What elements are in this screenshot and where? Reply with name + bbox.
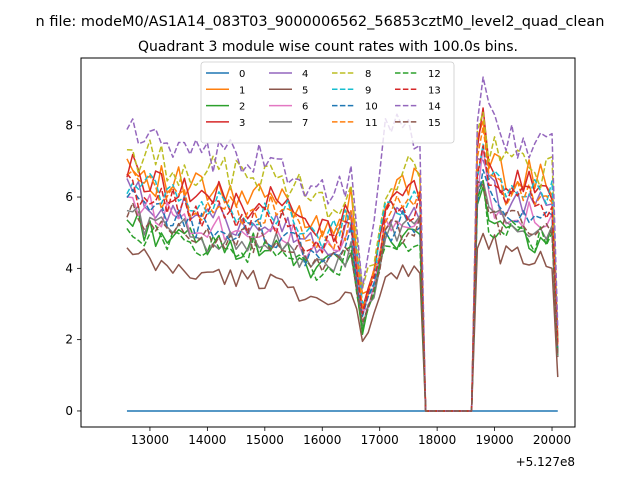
- y-tick-label: 6: [65, 190, 73, 204]
- y-axis: 0 2 4 6 8: [65, 119, 81, 418]
- legend-label-12: 12: [428, 69, 441, 80]
- series-line-12: [126, 179, 559, 412]
- legend-label-7: 7: [302, 118, 308, 129]
- plot-lines: [126, 76, 559, 412]
- y-tick-label: 0: [65, 404, 73, 418]
- legend-label-11: 11: [365, 118, 378, 129]
- series-line-11: [126, 126, 559, 412]
- series-line-13: [126, 145, 559, 412]
- x-tick-label: 16000: [303, 433, 341, 447]
- x-tick-label: 17000: [361, 433, 399, 447]
- x-tick-label: 14000: [188, 433, 226, 447]
- y-tick-label: 2: [65, 333, 73, 347]
- legend-label-4: 4: [302, 69, 308, 80]
- legend-label-0: 0: [239, 69, 245, 80]
- series-line-15: [126, 180, 559, 412]
- x-offset-label: +5.127e8: [516, 455, 575, 469]
- axes-frame: [80, 57, 576, 428]
- legend-label-10: 10: [365, 102, 378, 113]
- legend-label-13: 13: [428, 85, 441, 96]
- legend-label-5: 5: [302, 85, 308, 96]
- series-line-5: [126, 232, 559, 412]
- legend-label-2: 2: [239, 102, 245, 113]
- legend-label-3: 3: [239, 118, 245, 129]
- y-tick-label: 8: [65, 119, 73, 133]
- x-tick-label: 19000: [475, 433, 513, 447]
- x-tick-label: 15000: [246, 433, 284, 447]
- legend-label-8: 8: [365, 69, 371, 80]
- series-line-14: [126, 76, 559, 412]
- y-tick-label: 4: [65, 261, 73, 275]
- x-axis: 13000 14000 15000 16000 17000 18000 19000 20000: [131, 427, 571, 447]
- legend-label-14: 14: [428, 102, 441, 113]
- chart-title: Quadrant 3 module wise count rates with …: [138, 39, 518, 55]
- figure-suptitle: n file: modeM0/AS1A14_083T03_9000006562_…: [36, 14, 605, 30]
- x-tick-label: 20000: [533, 433, 571, 447]
- legend-label-1: 1: [239, 85, 245, 96]
- x-tick-label: 13000: [131, 433, 169, 447]
- legend-label-9: 9: [365, 85, 371, 96]
- x-tick-label: 18000: [418, 433, 456, 447]
- legend-box: [200, 61, 455, 144]
- legend-label-6: 6: [302, 102, 308, 113]
- legend-label-15: 15: [428, 118, 441, 129]
- series-line-8: [126, 111, 559, 412]
